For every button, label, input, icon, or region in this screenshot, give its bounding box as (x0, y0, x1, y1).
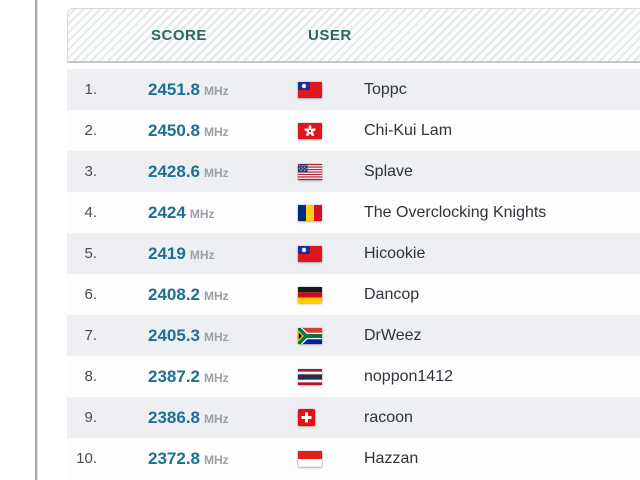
score-value: 2428.6 (148, 161, 200, 181)
flag-cell (298, 81, 362, 98)
romania-flag-icon (298, 204, 322, 221)
column-header-score[interactable]: SCORE (151, 26, 207, 44)
table-row: 4. 2424 MHz The Overclocking Knights (67, 192, 640, 233)
username-link[interactable]: Hicookie (364, 244, 426, 262)
score-cell: 2405.3 MHz (97, 326, 298, 346)
flag-cell (298, 204, 362, 221)
flag-cell (298, 327, 362, 344)
score-unit: MHz (204, 370, 229, 385)
score-cell: 2424 MHz (97, 203, 298, 223)
score-unit: MHz (204, 329, 229, 344)
rank-cell: 2. (84, 122, 97, 139)
table-row: 1. 2451.8 MHz Toppc (67, 69, 640, 110)
rank-cell: 10. (76, 450, 97, 467)
score-value: 2405.3 (148, 325, 200, 345)
score-value: 2372.8 (148, 448, 200, 468)
score-cell: 2372.8 MHz (97, 449, 298, 469)
leaderboard-table: SCORE USER 1. 2451.8 MHz Toppc 2. 2450.8 M… (67, 8, 640, 479)
score-unit: MHz (204, 288, 229, 303)
table-row: 7. 2405.3 MHz DrWeez (67, 315, 640, 356)
username-link[interactable]: noppon1412 (364, 367, 453, 385)
score-unit: MHz (204, 411, 229, 426)
flag-cell (298, 450, 362, 467)
score-cell: 2450.8 MHz (97, 121, 298, 141)
score-unit: MHz (189, 206, 215, 221)
taiwan-flag-icon (298, 245, 322, 262)
rank-cell: 8. (84, 368, 97, 385)
rank-cell: 1. (84, 81, 97, 98)
score-unit: MHz (204, 124, 229, 139)
taiwan-flag-icon (298, 81, 322, 98)
rank-cell: 9. (84, 409, 97, 426)
username-link[interactable]: Toppc (364, 80, 407, 98)
flag-cell (298, 163, 362, 180)
score-cell: 2387.2 MHz (97, 367, 298, 387)
score-value: 2387.2 (148, 366, 200, 386)
score-cell: 2386.8 MHz (97, 408, 298, 428)
score-value: 2450.8 (148, 120, 200, 140)
switzerland-flag-icon (298, 409, 315, 426)
username-link[interactable]: Dancop (364, 285, 420, 303)
table-row: 2. 2450.8 MHz Chi-Kui Lam (67, 110, 640, 151)
usa-flag-icon (298, 163, 322, 180)
flag-cell (298, 245, 362, 262)
hong-kong-flag-icon (298, 122, 322, 139)
indonesia-flag-icon (298, 450, 322, 467)
username-link[interactable]: racoon (364, 408, 413, 426)
table-row: 10. 2372.8 MHz Hazzan (67, 438, 640, 479)
score-cell: 2451.8 MHz (97, 80, 298, 100)
rank-cell: 4. (84, 204, 97, 221)
flag-cell (298, 286, 362, 303)
flag-cell (298, 409, 362, 426)
score-value: 2424 (148, 202, 186, 222)
flag-cell (298, 122, 362, 139)
table-row: 5. 2419 MHz Hicookie (67, 233, 640, 274)
flag-cell (298, 368, 362, 385)
column-header-user[interactable]: USER (308, 26, 352, 44)
score-value: 2419 (148, 243, 186, 263)
score-unit: MHz (189, 247, 215, 262)
table-row: 9. 2386.8 MHz racoon (67, 397, 640, 438)
rank-cell: 6. (84, 286, 97, 303)
score-cell: 2408.2 MHz (97, 285, 298, 305)
score-unit: MHz (204, 452, 229, 467)
table-header-row: SCORE USER (67, 8, 640, 63)
rank-cell: 3. (84, 163, 97, 180)
table-row: 3. 2428.6 MHz Splave (67, 151, 640, 192)
table-row: 8. 2387.2 MHz noppon1412 (67, 356, 640, 397)
username-link[interactable]: The Overclocking Knights (364, 203, 547, 221)
score-value: 2451.8 (148, 79, 200, 99)
score-unit: MHz (204, 165, 229, 180)
table-row: 6. 2408.2 MHz Dancop (67, 274, 640, 315)
username-link[interactable]: Splave (364, 162, 413, 180)
score-value: 2408.2 (148, 284, 200, 304)
germany-flag-icon (298, 286, 322, 303)
score-cell: 2428.6 MHz (97, 162, 298, 182)
score-cell: 2419 MHz (97, 244, 298, 264)
username-link[interactable]: Chi-Kui Lam (364, 121, 453, 139)
score-value: 2386.8 (148, 407, 200, 427)
score-unit: MHz (204, 83, 229, 98)
rank-cell: 7. (84, 327, 97, 344)
left-divider-line (35, 0, 38, 480)
table-body: 1. 2451.8 MHz Toppc 2. 2450.8 MHz Chi-Kui … (67, 69, 640, 479)
username-link[interactable]: DrWeez (364, 326, 422, 344)
rank-cell: 5. (84, 245, 97, 262)
thailand-flag-icon (298, 368, 322, 385)
username-link[interactable]: Hazzan (364, 449, 419, 467)
south-africa-flag-icon (298, 327, 322, 344)
